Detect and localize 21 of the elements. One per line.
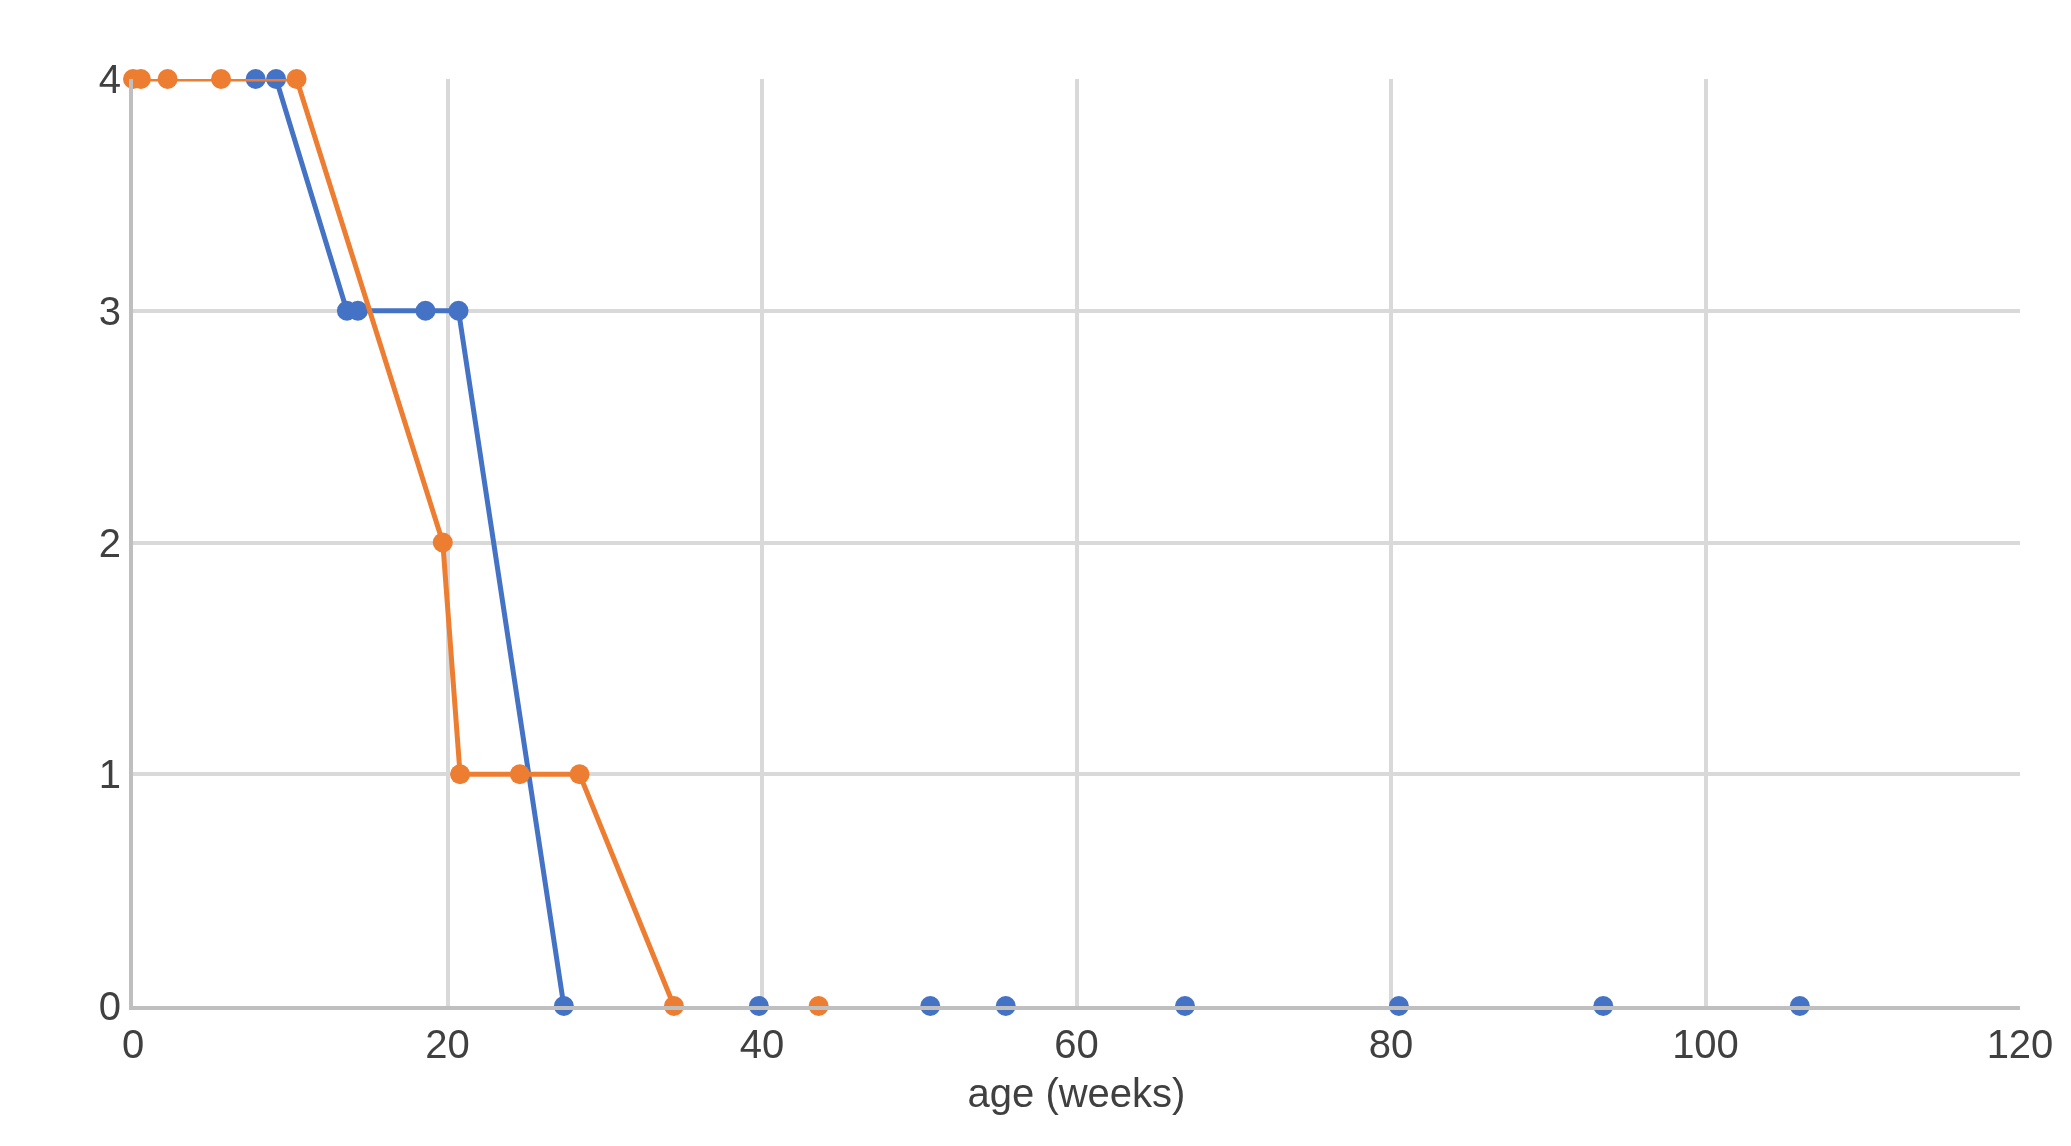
- x-tick-label: 120: [1986, 1022, 2054, 1066]
- y-tick-label: 4: [98, 57, 121, 101]
- x-tick-label: 100: [1672, 1022, 1739, 1066]
- point: [569, 764, 590, 785]
- point: [448, 300, 469, 321]
- x-tick-label: 20: [425, 1022, 470, 1066]
- point: [286, 69, 307, 89]
- point: [432, 532, 453, 553]
- point: [509, 764, 530, 785]
- x-tick-label: 60: [1054, 1022, 1099, 1066]
- point: [157, 69, 178, 89]
- point: [450, 764, 471, 785]
- y-tick-label: 0: [98, 984, 121, 1028]
- x-tick-label: 40: [739, 1022, 785, 1066]
- x-tick-label: 80: [1368, 1022, 1414, 1066]
- y-tick-label: 1: [98, 752, 121, 797]
- y-tick-label: 2: [98, 520, 121, 565]
- y-tick-label: 3: [98, 288, 121, 333]
- point: [211, 69, 232, 89]
- point: [415, 300, 436, 321]
- x-axis-title: age (weeks): [967, 1071, 1186, 1115]
